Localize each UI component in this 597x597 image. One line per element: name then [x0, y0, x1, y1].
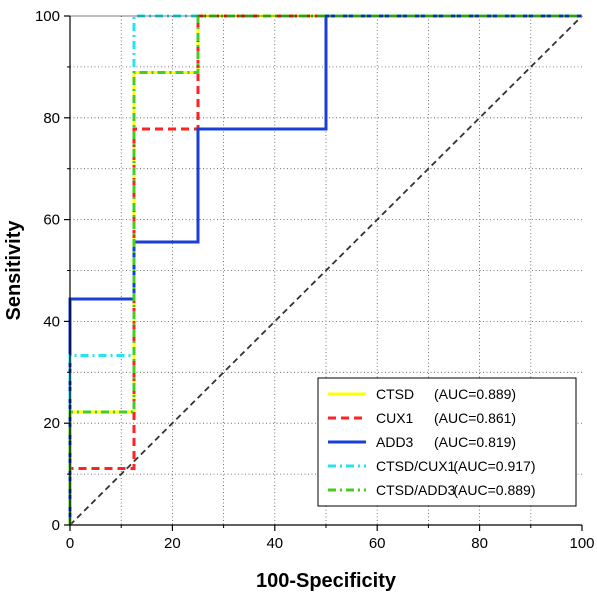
legend-series-name: ADD3	[376, 434, 414, 450]
x-axis-title: 100-Specificity	[256, 570, 397, 592]
legend-auc-label: (AUC=0.861)	[434, 410, 516, 426]
legend-series-name: CTSD/CUX1	[376, 458, 456, 474]
y-tick-label: 100	[35, 8, 60, 25]
y-axis-title: Sensitivity	[3, 220, 25, 321]
x-tick-label: 0	[66, 535, 74, 552]
y-tick-label: 80	[43, 110, 60, 127]
reference-line	[69, 15, 583, 526]
legend-auc-label: (AUC=0.819)	[434, 434, 516, 450]
legend-auc-label: (AUC=0.889)	[434, 386, 516, 402]
x-tick-label: 20	[164, 535, 181, 552]
legend-auc-label: (AUC=0.917)	[453, 458, 535, 474]
x-tick-label: 40	[266, 535, 283, 552]
tick-labels: 0 20 40 60 80 100 0 20 40 60 80 100	[35, 8, 595, 552]
y-tick-label: 0	[52, 517, 60, 534]
legend-series-name: CTSD/ADD3	[376, 482, 456, 498]
y-tick-label: 60	[43, 212, 60, 229]
x-tick-label: 100	[569, 535, 594, 552]
legend: CTSD (AUC=0.889) CUX1 (AUC=0.861) ADD3 (AUC=0…	[317, 377, 577, 507]
x-tick-label: 80	[471, 535, 488, 552]
y-tick-label: 20	[43, 415, 60, 432]
legend-series-name: CTSD	[376, 386, 414, 402]
x-tick-label: 60	[369, 535, 386, 552]
legend-series-name: CUX1	[376, 410, 414, 426]
legend-auc-label: (AUC=0.889)	[453, 482, 535, 498]
series-line-add3	[68, 14, 582, 525]
y-tick-label: 40	[43, 313, 60, 330]
reference-diagonal	[69, 15, 583, 526]
